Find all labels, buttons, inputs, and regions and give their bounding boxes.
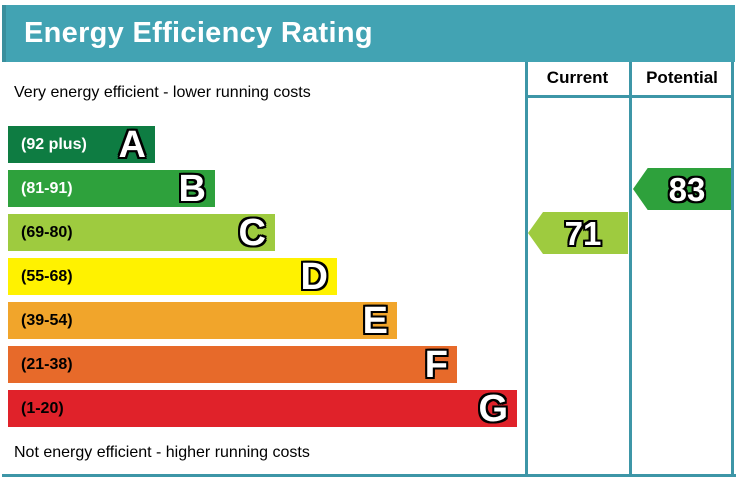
band-letter: G xyxy=(478,387,508,430)
potential-rating-value: 83 xyxy=(668,170,706,208)
rating-bands: (92 plus) A (81-91) B (69-80) C (55-68) … xyxy=(8,126,517,434)
band-letter: A xyxy=(118,123,146,166)
band-b: (81-91) B xyxy=(8,167,215,210)
band-range-label: (1-20) xyxy=(21,399,64,417)
band-range-label: (69-80) xyxy=(21,223,73,241)
band-range-label: (21-38) xyxy=(21,355,73,373)
band-range-label: (81-91) xyxy=(21,179,73,197)
potential-rating-arrow: 83 xyxy=(633,168,731,210)
band-d: (55-68) D xyxy=(8,255,337,298)
column-header-potential: Potential xyxy=(646,68,718,87)
band-range-label: (55-68) xyxy=(21,267,73,285)
band-a: (92 plus) A xyxy=(8,123,155,166)
table-header-underline xyxy=(525,95,734,98)
band-letter: E xyxy=(362,299,388,342)
band-letter: F xyxy=(424,343,448,386)
band-range-label: (92 plus) xyxy=(21,135,87,153)
band-letter: C xyxy=(238,211,266,254)
band-f: (21-38) F xyxy=(8,343,457,386)
band-range-label: (39-54) xyxy=(21,311,73,329)
current-rating-value: 71 xyxy=(564,214,602,252)
chart-bottom-border xyxy=(2,474,736,477)
top-caption: Very energy efficient - lower running co… xyxy=(14,84,311,101)
band-letter: D xyxy=(300,255,328,298)
table-border-middle xyxy=(629,62,632,477)
page-title: Energy Efficiency Rating xyxy=(24,17,373,49)
column-header-current: Current xyxy=(546,68,609,87)
current-rating-arrow: 71 xyxy=(528,212,628,254)
band-e: (39-54) E xyxy=(8,299,397,342)
band-g: (1-20) G xyxy=(8,387,517,430)
band-c: (69-80) C xyxy=(8,211,275,254)
title-bar: Energy Efficiency Rating xyxy=(2,5,735,62)
bottom-caption: Not energy efficient - higher running co… xyxy=(14,444,310,461)
band-letter: B xyxy=(178,167,206,210)
table-border-left xyxy=(525,62,528,477)
table-border-right xyxy=(731,62,734,477)
